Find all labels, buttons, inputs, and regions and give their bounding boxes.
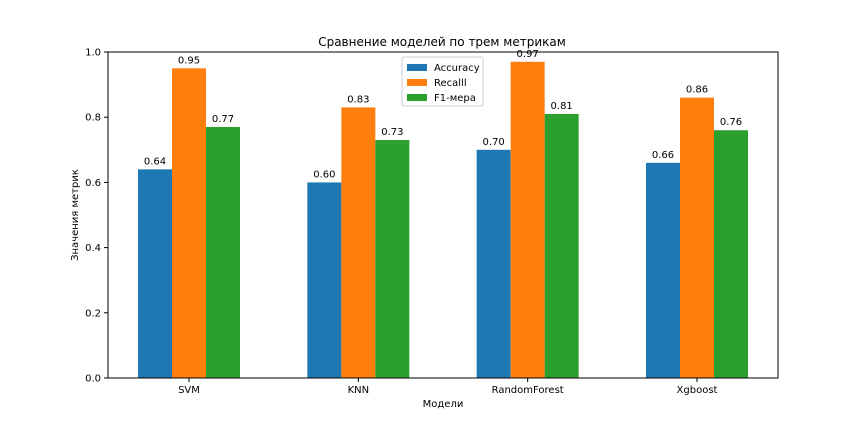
bar-accuracy-svm xyxy=(138,169,172,378)
bar-f1-мера-svm xyxy=(206,126,240,378)
bar-recalll-randomforest xyxy=(510,61,545,378)
bar-accuracy-randomforest xyxy=(476,149,511,378)
bar-value-label: 0.60 xyxy=(313,169,335,180)
x-tick-label: SVM xyxy=(178,385,200,396)
bar-value-label: 0.73 xyxy=(381,127,403,138)
bar-value-label: 0.95 xyxy=(178,55,200,66)
bar-value-label: 0.70 xyxy=(483,137,505,148)
bar-recalll-xgboost xyxy=(680,97,714,378)
bar-f1-мера-knn xyxy=(375,140,410,378)
legend-entry-label: F1-мера xyxy=(434,93,476,104)
bar-accuracy-xgboost xyxy=(646,162,680,378)
bar-value-label: 0.97 xyxy=(517,49,539,60)
plot-frame xyxy=(107,51,779,379)
bar-value-label: 0.64 xyxy=(144,156,166,167)
bar-value-label: 0.86 xyxy=(686,85,708,96)
x-axis: SVM KNN RandomForest Xgboost xyxy=(178,378,718,396)
bar-value-label: 0.83 xyxy=(347,94,369,105)
y-axis: 0.0 0.2 0.4 0.6 0.8 1.0 xyxy=(85,48,108,385)
y-tick-label: 0.2 xyxy=(85,308,101,319)
bar-value-label: 0.81 xyxy=(551,101,573,112)
bar-recalll-knn xyxy=(341,107,376,379)
x-tick-label: KNN xyxy=(348,385,370,396)
x-tick-label: RandomForest xyxy=(492,385,564,396)
bar-f1-мера-xgboost xyxy=(714,130,748,378)
bar-value-label: 0.77 xyxy=(212,114,234,125)
legend: Accuracy Recalll F1-мера xyxy=(401,56,484,107)
bar-value-label: 0.76 xyxy=(720,117,742,128)
legend-swatch xyxy=(407,94,427,101)
x-tick-label: Xgboost xyxy=(677,385,718,396)
chart-title: Сравнение моделей по трем метрикам xyxy=(318,35,566,49)
y-tick-label: 0.0 xyxy=(85,374,101,385)
bars-layer xyxy=(138,61,748,379)
bar-recalll-svm xyxy=(172,68,206,379)
legend-entry-label: Accuracy xyxy=(434,63,480,74)
legend-swatch xyxy=(407,64,427,71)
bar-value-label: 0.66 xyxy=(652,150,674,161)
y-axis-label: Значения метрик xyxy=(70,169,81,261)
x-axis-label: Модели xyxy=(423,399,464,410)
y-tick-label: 0.8 xyxy=(85,113,101,124)
y-tick-label: 1.0 xyxy=(85,48,101,59)
bar-value-labels: 0.64 0.60 0.70 0.66 0.95 0.83 0.97 0.86 0.77 0.73… xyxy=(144,49,742,181)
legend-entry-label: Recalll xyxy=(434,78,467,89)
legend-swatch xyxy=(407,79,427,86)
bar-f1-мера-randomforest xyxy=(544,113,579,378)
y-tick-label: 0.6 xyxy=(85,178,101,189)
bar-accuracy-knn xyxy=(307,182,342,378)
y-tick-label: 0.4 xyxy=(85,243,101,254)
